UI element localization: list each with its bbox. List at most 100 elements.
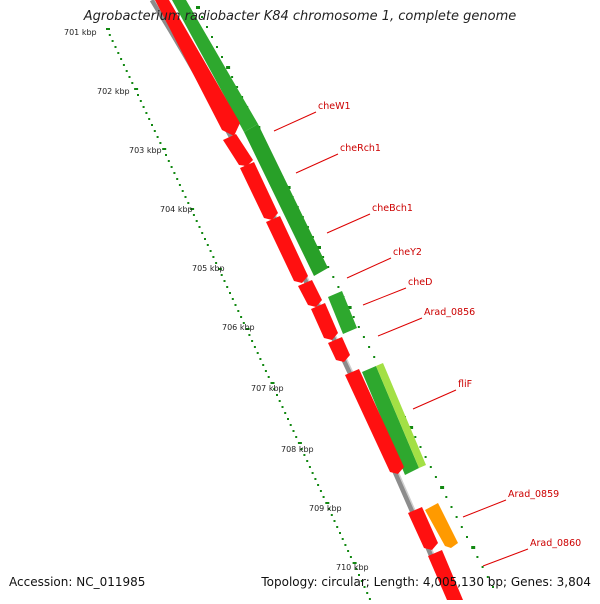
scale-dot xyxy=(122,64,125,66)
outer-track-dot xyxy=(414,436,417,438)
position-tick-label: 710 kbp xyxy=(336,563,369,572)
accession-label: Accession: NC_011985 xyxy=(9,575,146,589)
scale-dot xyxy=(165,154,167,156)
gene-label[interactable]: cheW1 xyxy=(318,101,351,112)
gene-arrow-2 xyxy=(223,134,253,166)
outer-track-dot xyxy=(419,446,422,448)
scale-dot xyxy=(314,478,317,480)
outer-track-dot xyxy=(352,316,355,318)
scale-dot xyxy=(287,418,289,420)
scale-dot xyxy=(184,196,187,198)
scale-dot xyxy=(117,52,120,54)
scale-dot xyxy=(220,274,223,276)
scale-dot xyxy=(134,88,139,90)
position-tick-label: 703 kbp xyxy=(129,146,162,155)
scale-dot xyxy=(156,136,159,138)
outer-track-dot xyxy=(476,556,479,558)
outer-track-dot xyxy=(322,256,325,258)
outer-track-dot xyxy=(332,276,335,278)
outer-track-dot xyxy=(347,306,352,309)
scale-dot xyxy=(176,178,179,180)
scale-dot xyxy=(139,100,142,102)
position-tick-layer xyxy=(106,28,371,600)
gene-arrow-6 xyxy=(311,303,338,340)
position-tick-label: 709 kbp xyxy=(309,504,342,513)
outer-track-dot xyxy=(481,566,484,568)
gene-label-leader-line xyxy=(295,153,339,174)
outer-track-dot xyxy=(373,356,376,358)
scale-dot xyxy=(170,166,173,168)
scale-dot xyxy=(303,454,306,456)
gene-label-leader-line xyxy=(462,499,507,518)
gene-label-leader-line xyxy=(377,317,423,337)
scale-dot xyxy=(273,388,276,390)
scale-dot xyxy=(341,538,344,540)
outer-track-dot xyxy=(429,466,432,468)
scale-dot xyxy=(278,400,281,402)
scale-dot xyxy=(308,466,311,468)
genome-summary: Topology: circular; Length: 4,005,130 bp… xyxy=(261,575,591,589)
scale-dot xyxy=(295,436,298,438)
scale-dot xyxy=(264,370,267,372)
scale-dot xyxy=(347,550,350,552)
scale-dot xyxy=(237,310,240,312)
gene-label[interactable]: cheRch1 xyxy=(340,143,381,154)
scale-dot xyxy=(317,484,320,486)
scale-dot xyxy=(114,46,117,48)
outer-track-dot xyxy=(362,336,365,338)
scale-dot xyxy=(276,394,278,396)
scale-dot xyxy=(204,238,206,240)
outer-track-dot xyxy=(317,246,321,249)
scale-dot xyxy=(111,40,114,42)
scale-dot xyxy=(284,412,287,414)
gene-arrow-10 xyxy=(428,550,463,600)
gene-label[interactable]: cheD xyxy=(408,277,432,288)
scale-dot xyxy=(355,568,358,570)
gene-arrow-3 xyxy=(240,162,278,220)
outer-track-dot xyxy=(368,346,371,348)
outer-track-dot xyxy=(486,576,489,578)
scale-dot xyxy=(206,244,209,246)
genome-backbone xyxy=(149,0,453,601)
gene-label[interactable]: Arad_0859 xyxy=(508,489,559,500)
outer-track-dot xyxy=(409,426,414,429)
gene-label[interactable]: cheBch1 xyxy=(372,203,413,214)
outer-track-dot xyxy=(327,266,330,268)
gene-arrow-1 xyxy=(155,0,240,136)
scale-dot xyxy=(142,106,145,108)
outer-track-dot xyxy=(445,496,448,498)
scale-dot xyxy=(363,586,366,588)
scale-dot xyxy=(137,94,139,96)
outer-track-dot xyxy=(206,26,208,28)
scale-dot xyxy=(256,352,259,354)
gene-arrow-5 xyxy=(298,280,322,307)
gene-label[interactable]: fliF xyxy=(458,379,472,390)
position-tick-label: 701 kbp xyxy=(64,28,97,37)
scale-dot xyxy=(262,364,265,366)
scale-dot xyxy=(131,82,134,84)
genome-backbone-highlight xyxy=(154,0,454,601)
position-tick-label: 704 kbp xyxy=(160,205,193,214)
gene-label[interactable]: cheY2 xyxy=(393,247,422,258)
outer-track-dot xyxy=(357,326,360,328)
gene-label-layer: cheW1 cheRch1 cheBch1 cheY2 cheD Arad_0856fli… xyxy=(273,101,581,567)
gene-label[interactable]: Arad_0856 xyxy=(424,307,475,318)
scale-dot xyxy=(173,172,176,174)
scale-dot xyxy=(360,580,363,582)
scale-dot xyxy=(217,268,222,270)
outer-track-dot xyxy=(424,456,427,458)
scale-dot xyxy=(292,430,295,432)
scale-dot xyxy=(159,142,162,144)
scale-dot xyxy=(167,160,170,162)
green-feature-block-1 xyxy=(172,0,258,132)
scale-dot xyxy=(336,526,339,528)
scale-dot xyxy=(368,598,371,600)
gene-label-leader-line xyxy=(482,548,529,567)
gene-label[interactable]: Arad_0860 xyxy=(530,538,581,549)
scale-dot xyxy=(181,190,184,192)
scale-dot xyxy=(120,58,123,60)
scale-dot xyxy=(339,532,341,534)
scale-dot xyxy=(322,496,325,498)
outer-track-dot xyxy=(434,476,437,478)
gene-label-leader-line xyxy=(326,213,371,234)
